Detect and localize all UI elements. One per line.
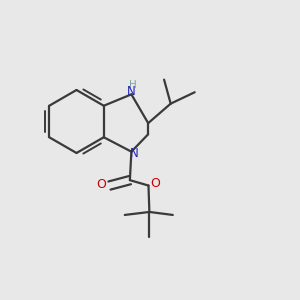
Text: H: H [129, 80, 137, 90]
Text: N: N [127, 85, 136, 98]
Text: N: N [130, 147, 139, 160]
Text: O: O [97, 178, 106, 191]
Text: O: O [151, 177, 160, 190]
